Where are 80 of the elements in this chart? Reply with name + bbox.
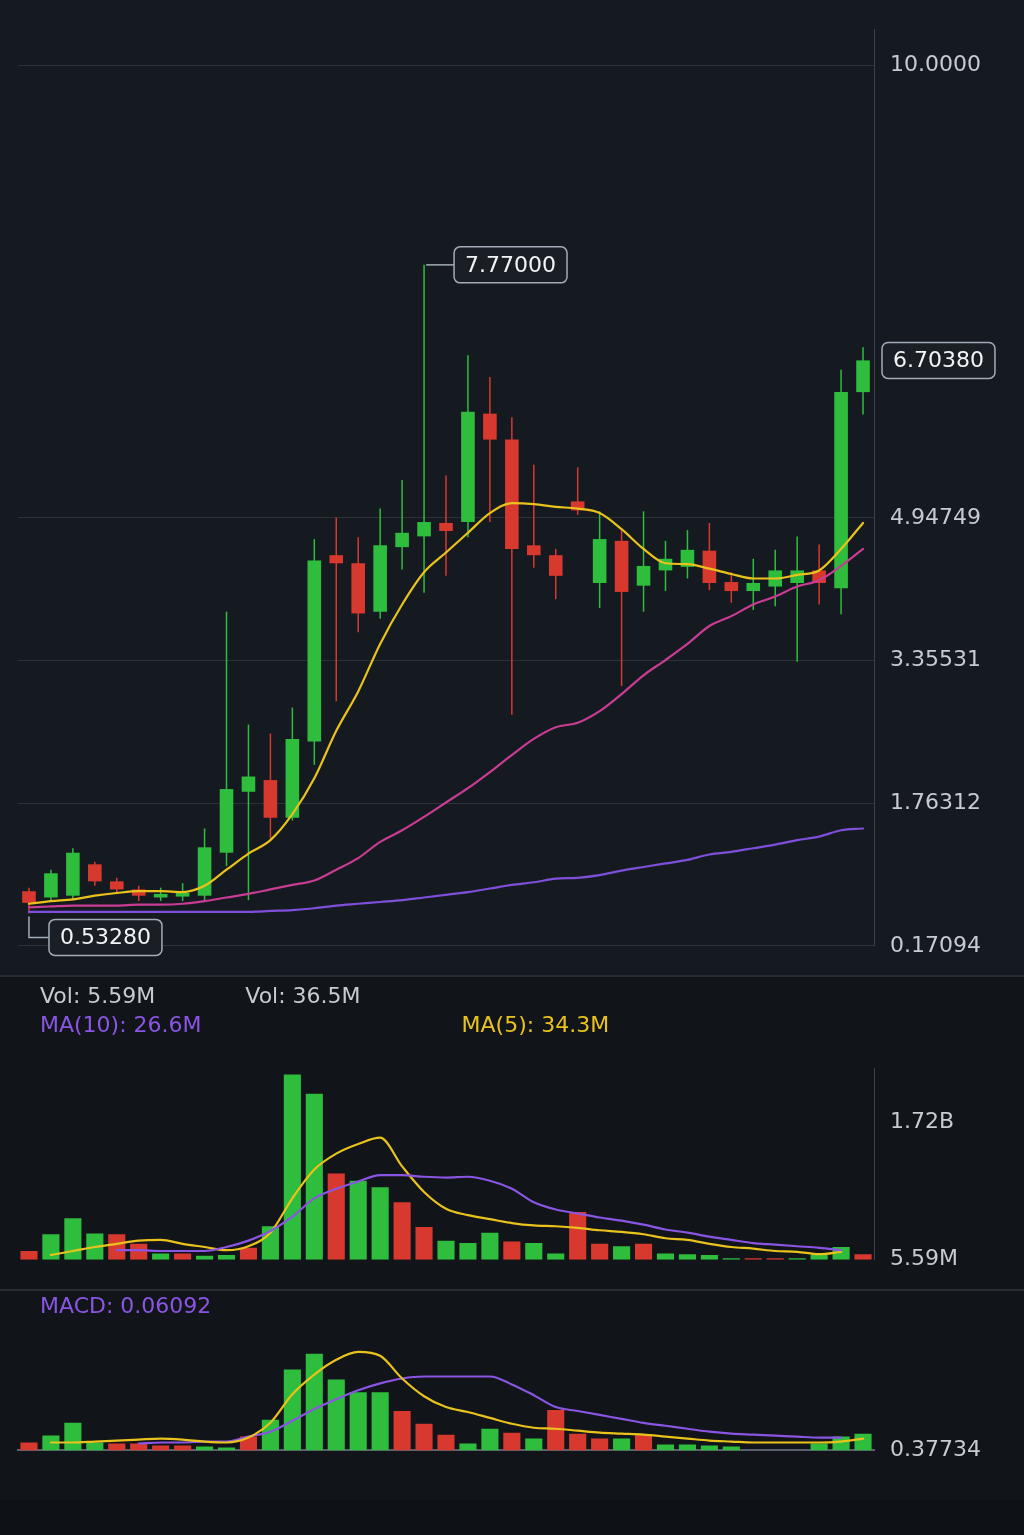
bar [415, 1227, 433, 1260]
bar [437, 1434, 455, 1451]
bar [42, 1234, 60, 1260]
y-tick-label: 4.94749 [890, 503, 981, 529]
bar [613, 1246, 631, 1260]
bar [525, 1438, 543, 1451]
candlestick [88, 860, 102, 887]
bar [503, 1432, 521, 1451]
bar [634, 1434, 653, 1451]
bar [656, 1253, 675, 1260]
line-series [49, 1136, 843, 1257]
candlestick [724, 571, 739, 604]
bar [613, 1438, 631, 1451]
bar [437, 1240, 455, 1260]
bar [459, 1443, 477, 1451]
bar [152, 1445, 170, 1451]
candlestick [395, 479, 409, 571]
bar [371, 1187, 389, 1260]
line-series [27, 827, 865, 913]
y-tick-label: 3.35531 [890, 646, 981, 672]
line-series [115, 1174, 843, 1253]
bar [547, 1253, 565, 1260]
candlestick [417, 264, 431, 594]
y-tick-label: 1.72B [890, 1108, 955, 1134]
bar [459, 1243, 477, 1260]
candlestick [526, 463, 541, 569]
y-tick-label: 10.0000 [890, 50, 981, 76]
bar [327, 1379, 345, 1451]
text: Vol: 5.59M [40, 983, 156, 1008]
bar [327, 1173, 345, 1260]
candlestick [241, 723, 256, 901]
text: 6.70380 [893, 347, 984, 373]
bar [174, 1253, 192, 1260]
bar [196, 1446, 214, 1451]
annotation: 0.53280 [59, 924, 151, 950]
bar [700, 1445, 718, 1451]
bar [393, 1202, 411, 1260]
bar [656, 1444, 675, 1451]
bar [152, 1253, 170, 1260]
bar [371, 1392, 389, 1451]
candlestick [439, 474, 453, 577]
candlestick [636, 510, 651, 613]
bar [854, 1254, 872, 1260]
text: 0.37734 [890, 1436, 981, 1462]
y-tick-label: 1.76312 [890, 788, 981, 814]
bar [525, 1243, 543, 1260]
bar [722, 1446, 740, 1451]
bar [481, 1232, 499, 1260]
text: Vol: 36.5M [245, 983, 361, 1008]
text: MA(5): 34.3M [461, 1012, 610, 1037]
bar [349, 1392, 367, 1451]
y-tick-label: 0.17094 [890, 931, 981, 957]
bar [678, 1444, 696, 1451]
bar [415, 1423, 433, 1451]
bar [503, 1241, 521, 1260]
bar [283, 1369, 301, 1451]
y-tick-label: 5.59M [890, 1245, 958, 1271]
bar [174, 1445, 192, 1451]
candlestick [746, 558, 761, 611]
bar [854, 1433, 872, 1451]
annotation: 7.77000 [465, 251, 557, 277]
candlestick [329, 516, 344, 703]
bar [217, 1447, 236, 1451]
bar [393, 1410, 411, 1451]
bar [591, 1243, 609, 1260]
candlestick [548, 548, 563, 600]
bar [591, 1438, 609, 1451]
bar [283, 1074, 301, 1260]
bar [569, 1433, 587, 1451]
text: MACD: 0.06092 [40, 1293, 212, 1318]
bar [20, 1442, 38, 1451]
bar [64, 1218, 82, 1260]
bar [305, 1353, 323, 1451]
bar [634, 1243, 653, 1260]
bar [547, 1410, 565, 1451]
bar [305, 1093, 323, 1260]
text: MA(10): 26.6M [40, 1012, 202, 1037]
bar [20, 1251, 38, 1260]
bar [481, 1428, 499, 1451]
bar [349, 1180, 367, 1260]
